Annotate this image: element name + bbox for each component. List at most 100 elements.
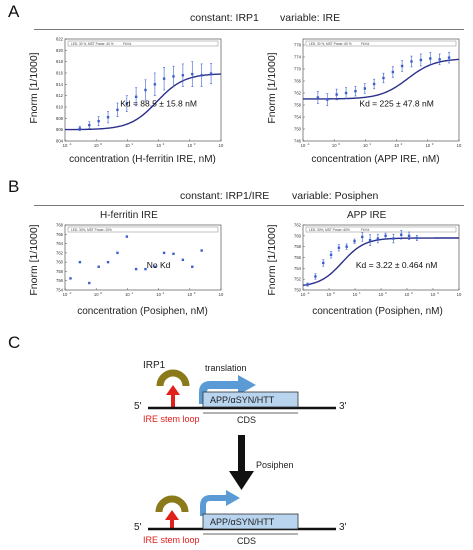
data-point [78, 260, 82, 264]
chart-a1-svg: LED: 30 %, MST Power: 40 % Fit Kd 804 806 80… [56, 37, 227, 149]
y-tick-label: 806 [56, 127, 64, 132]
y-tick-label: 756 [56, 278, 64, 283]
panel-b-constant-label: constant: IRP1/IRE [180, 190, 270, 202]
data-point [153, 265, 157, 268]
data-point [361, 235, 364, 239]
data-point [382, 76, 385, 80]
y-tick-label: 754 [56, 288, 64, 293]
legend-box [67, 40, 219, 47]
x-tick-label: 10 [187, 143, 192, 148]
x-tick-label: 10 [63, 143, 68, 148]
panel-a-letter: A [8, 2, 20, 21]
cds-label-top: CDS [237, 415, 257, 425]
x-tick-exponent: 3 [432, 142, 434, 146]
x-tick-exponent: 3 [411, 291, 413, 295]
y-tick-label: 816 [56, 71, 64, 76]
data-point [329, 253, 333, 256]
legend-box [305, 40, 457, 47]
panel-c-diagram [148, 369, 336, 535]
x-tick-label: 10 [94, 143, 99, 148]
ire-stem-loop-arrowhead-bottom [165, 510, 179, 520]
chart-b1-title: H-ferritin IRE [100, 210, 158, 221]
legend-entry: LED: 30 %, MST Power: 60 % [309, 42, 352, 46]
x-tick-label: 10 [425, 143, 430, 148]
y-tick-label: 764 [56, 241, 64, 246]
panel-a-divider [34, 29, 464, 30]
x-tick-label: 10 [219, 292, 224, 297]
x-tick-exponent: 0 [333, 291, 335, 295]
legend-entry: LED: 30%, MST Power: 20% [71, 228, 112, 232]
gene-label-top: APP/αSYN/HTT [210, 395, 275, 405]
data-point [384, 234, 387, 238]
y-tick-label: 818 [56, 59, 64, 64]
data-point [134, 95, 138, 98]
data-point [392, 237, 395, 240]
posiphen-label: Posiphen [256, 460, 294, 470]
x-tick-label: 10 [125, 292, 130, 297]
plot-frame [302, 224, 460, 291]
x-tick-exponent: 0 [100, 142, 102, 146]
data-point [314, 275, 317, 278]
legend-entry: Fit Kd [361, 228, 370, 232]
y-tick-label: 760 [56, 260, 64, 265]
x-tick-exponent: 1 [359, 291, 361, 295]
data-point [191, 72, 194, 76]
plot-frame [64, 224, 222, 291]
y-tick-label: 750 [294, 288, 302, 293]
data-point [376, 237, 380, 240]
data-point [144, 267, 147, 271]
x-tick-label: 10 [94, 292, 99, 297]
plot-frame [64, 38, 222, 142]
x-tick-label: 10 [301, 292, 306, 297]
data-point [419, 58, 423, 62]
x-tick-exponent: 3 [194, 142, 196, 146]
data-point [353, 240, 356, 243]
translation-arrowhead-icon [238, 375, 256, 395]
data-point [116, 108, 119, 112]
data-point [116, 251, 119, 255]
data-point [438, 58, 441, 61]
data-point [344, 91, 348, 95]
data-point [400, 64, 404, 68]
data-point [153, 83, 157, 86]
x-tick-label: 10 [353, 292, 358, 297]
x-tick-label: 10 [431, 292, 436, 297]
panel-a-constant-label: constant: IRP1 [190, 12, 259, 24]
data-point [447, 56, 451, 59]
three-prime-top: 3' [339, 401, 347, 412]
data-point [181, 74, 185, 77]
x-tick-exponent: -1 [69, 291, 72, 295]
x-tick-label: 10 [156, 143, 161, 148]
plot-frame [302, 38, 460, 142]
legend-entry: Fit Kd [361, 42, 370, 46]
y-tick-label: 812 [56, 93, 64, 98]
data-point [306, 283, 309, 286]
ire-stem-loop-arrowhead-top [166, 385, 180, 395]
x-tick-label: 10 [125, 143, 130, 148]
data-point [125, 235, 129, 238]
chart-b2: LED: 30%, MST Power: 60% Fit Kd 750 752 754 7… [283, 222, 465, 300]
chart-b2-xlabel: concentration (Posiphen, nM) [312, 306, 443, 317]
posiphen-arrowhead-icon [229, 471, 254, 490]
legend-entry: LED: 30 %, MST Power: 40 % [71, 42, 114, 46]
y-tick-label: 768 [56, 223, 64, 228]
y-tick-label: 820 [56, 48, 64, 53]
data-point [345, 245, 348, 248]
irp1-icon-top [156, 369, 190, 387]
x-tick-label: 10 [156, 292, 161, 297]
chart-a1: LED: 30 %, MST Power: 40 % Fit Kd 804 806 80… [45, 36, 227, 151]
ire-label-top: IRE stem loop [143, 414, 200, 424]
data-point [429, 57, 432, 60]
x-tick-label: 10 [301, 143, 306, 148]
y-tick-label: 808 [56, 116, 64, 121]
chart-a2-svg: LED: 30 %, MST Power: 60 % Fit Kd 746 750 75… [294, 38, 465, 148]
x-tick-label: 10 [327, 292, 332, 297]
x-tick-label: 10 [63, 292, 68, 297]
chart-a2-ylabel: Fnorm [1/1000] [266, 52, 278, 124]
y-tick-label: 762 [294, 223, 302, 228]
data-point [172, 252, 175, 255]
five-prime-top: 5' [134, 401, 142, 412]
data-point [134, 267, 138, 271]
chart-a1-xlabel: concentration (H-ferritin IRE, nM) [69, 154, 216, 165]
x-tick-exponent: 4 [437, 291, 439, 295]
